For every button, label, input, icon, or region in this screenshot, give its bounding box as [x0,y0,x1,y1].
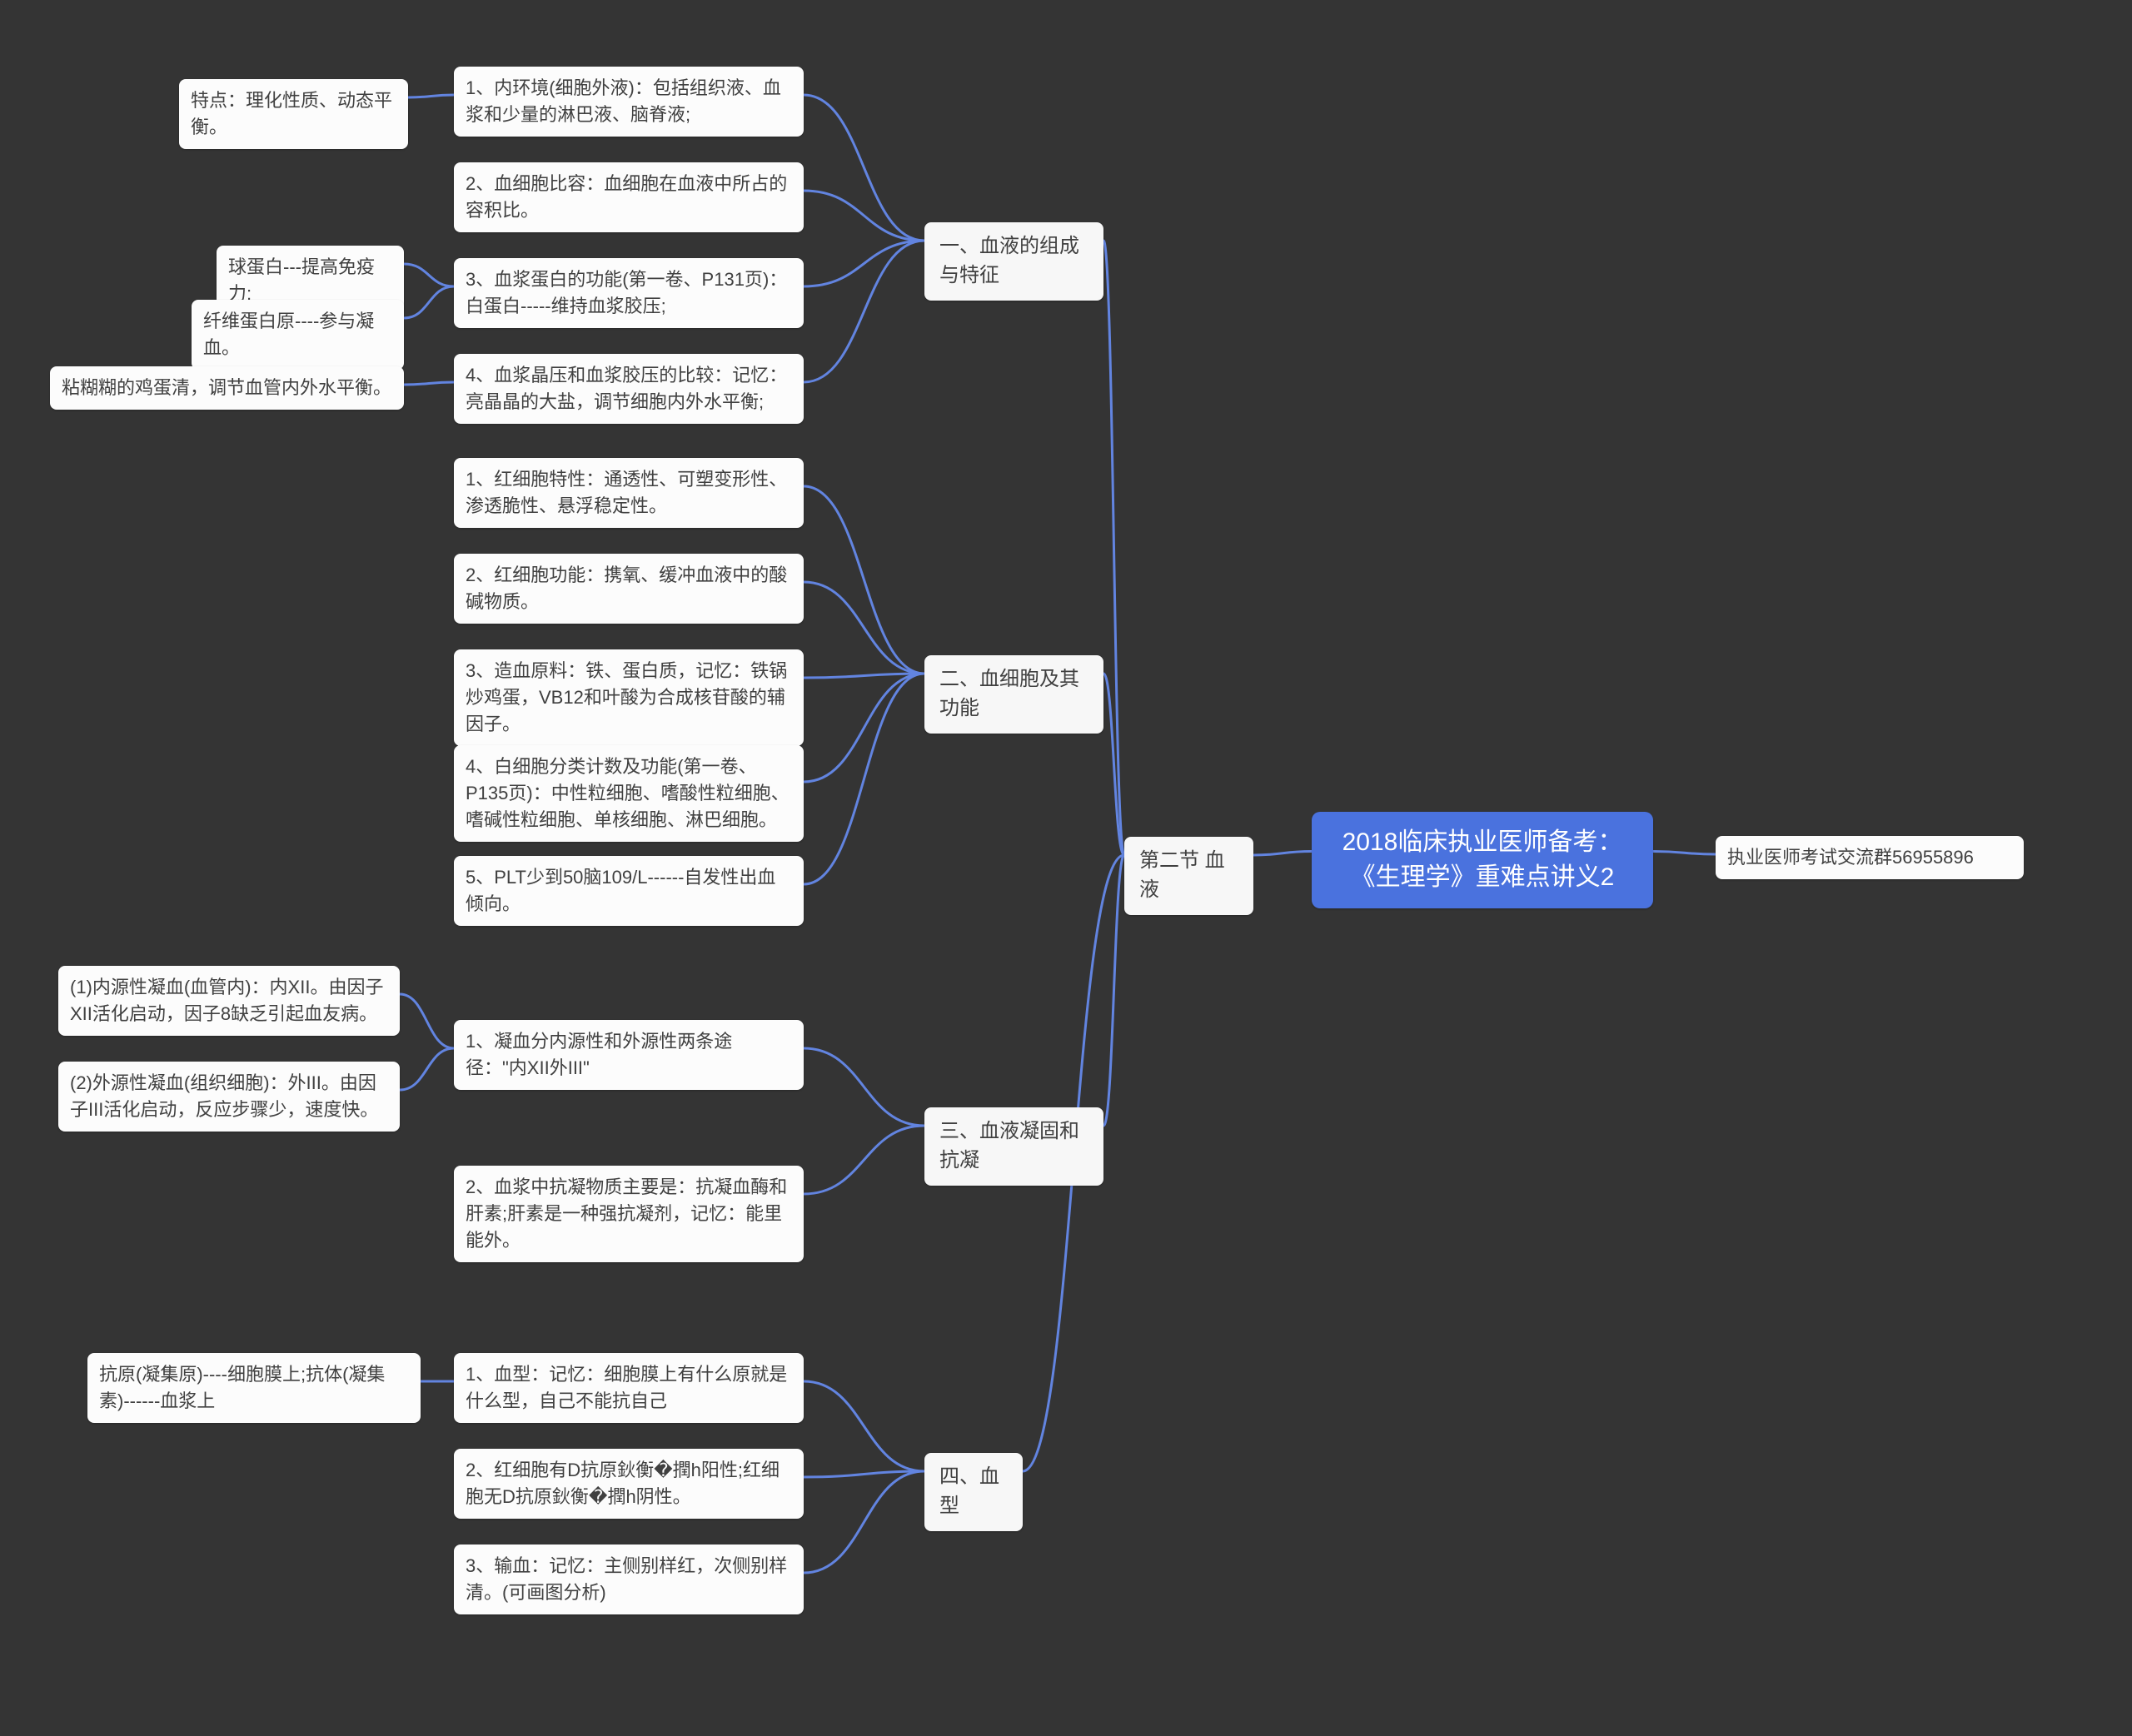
node-label: 5、PLT少到50脑109/L------自发性出血倾向。 [466,867,775,914]
connector [804,674,924,884]
node-g1_3b[interactable]: 纤维蛋白原----参与凝血。 [192,300,404,370]
node-g2[interactable]: 二、血细胞及其功能 [924,655,1103,734]
node-label: 3、血浆蛋白的功能(第一卷、P131页)：白蛋白-----维持血浆胶压; [466,269,787,316]
connector [1103,674,1124,855]
node-label: 粘糊糊的鸡蛋清，调节血管内外水平衡。 [62,377,391,398]
node-root[interactable]: 2018临床执业医师备考：《生理学》重难点讲义2 [1312,812,1653,908]
node-label: 2、血细胞比容：血细胞在血液中所占的容积比。 [466,173,787,221]
node-label: 1、红细胞特性：通透性、可塑变形性、渗透脆性、悬浮稳定性。 [466,469,787,516]
node-g1_3[interactable]: 3、血浆蛋白的功能(第一卷、P131页)：白蛋白-----维持血浆胶压; [454,258,804,328]
node-g4_2[interactable]: 2、红细胞有D抗原鈥衡�撋h阳性;红细胞无D抗原鈥衡�撋h阴性。 [454,1449,804,1519]
connector [804,241,924,286]
node-g1[interactable]: 一、血液的组成与特征 [924,222,1103,301]
node-label: 3、输血：记忆：主侧别样红，次侧别样清。(可画图分析) [466,1555,787,1603]
connector [404,286,454,318]
node-label: 球蛋白---提高免疫力; [228,256,375,304]
node-label: 3、造血原料：铁、蛋白质，记忆：铁锅炒鸡蛋，VB12和叶酸为合成核苷酸的辅因子。 [466,660,787,734]
connector [1653,852,1716,855]
node-label: (1)内源性凝血(血管内)：内XII。由因子XII活化启动，因子8缺乏引起血友病… [70,977,383,1024]
connector [804,486,924,674]
node-label: 4、白细胞分类计数及功能(第一卷、P135页)：中性粒细胞、嗜酸性粒细胞、嗜碱性… [466,756,790,830]
node-label: 第二节 血液 [1139,849,1225,901]
node-g3_2[interactable]: 2、血浆中抗凝物质主要是：抗凝血酶和肝素;肝素是一种强抗凝剂，记忆：能里能外。 [454,1166,804,1262]
node-label: (2)外源性凝血(组织细胞)：外III。由因子III活化启动，反应步骤少，速度快… [70,1072,378,1120]
node-label: 2018临床执业医师备考：《生理学》重难点讲义2 [1342,828,1623,891]
node-g2_3[interactable]: 3、造血原料：铁、蛋白质，记忆：铁锅炒鸡蛋，VB12和叶酸为合成核苷酸的辅因子。 [454,649,804,746]
node-label: 纤维蛋白原----参与凝血。 [203,311,374,358]
connector [804,241,924,382]
node-label: 1、凝血分内源性和外源性两条途径："内XII外III" [466,1031,732,1078]
node-label: 抗原(凝集原)----细胞膜上;抗体(凝集素)------血浆上 [99,1364,385,1411]
node-g3_1a[interactable]: (1)内源性凝血(血管内)：内XII。由因子XII活化启动，因子8缺乏引起血友病… [58,966,400,1036]
connector [804,674,924,782]
node-label: 1、内环境(细胞外液)：包括组织液、血浆和少量的淋巴液、脑脊液; [466,77,781,125]
node-label: 二、血细胞及其功能 [939,668,1079,719]
node-label: 2、红细胞有D抗原鈥衡�撋h阳性;红细胞无D抗原鈥衡�撋h阴性。 [466,1460,780,1507]
connector [1253,852,1312,856]
node-right1[interactable]: 执业医师考试交流群56955896 [1716,836,2024,879]
connector [804,1381,924,1471]
node-g2_1[interactable]: 1、红细胞特性：通透性、可塑变形性、渗透脆性、悬浮稳定性。 [454,458,804,528]
node-g2_5[interactable]: 5、PLT少到50脑109/L------自发性出血倾向。 [454,856,804,926]
node-sec[interactable]: 第二节 血液 [1124,837,1253,915]
connector [804,1471,924,1573]
node-label: 三、血液凝固和抗凝 [939,1120,1079,1171]
node-g2_2[interactable]: 2、红细胞功能：携氧、缓冲血液中的酸碱物质。 [454,554,804,624]
connector [804,1471,924,1477]
node-label: 特点：理化性质、动态平衡。 [191,90,392,137]
node-g1_1a[interactable]: 特点：理化性质、动态平衡。 [179,79,408,149]
node-g1_2[interactable]: 2、血细胞比容：血细胞在血液中所占的容积比。 [454,162,804,232]
node-label: 四、血型 [939,1465,999,1517]
connector [400,994,454,1048]
node-label: 一、血液的组成与特征 [939,235,1079,286]
node-label: 2、血浆中抗凝物质主要是：抗凝血酶和肝素;肝素是一种强抗凝剂，记忆：能里能外。 [466,1176,787,1251]
node-g1_4a[interactable]: 粘糊糊的鸡蛋清，调节血管内外水平衡。 [50,366,404,410]
mindmap-stage: 2018临床执业医师备考：《生理学》重难点讲义2 执业医师考试交流群5695589… [0,0,2132,1736]
node-label: 1、血型：记忆：细胞膜上有什么原就是什么型，自己不能抗自己 [466,1364,787,1411]
node-g3_1[interactable]: 1、凝血分内源性和外源性两条途径："内XII外III" [454,1020,804,1090]
node-g1_4[interactable]: 4、血浆晶压和血浆胶压的比较：记忆：亮晶晶的大盐，调节细胞内外水平衡; [454,354,804,424]
connector [804,674,924,678]
connector [804,191,924,241]
node-label: 4、血浆晶压和血浆胶压的比较：记忆：亮晶晶的大盐，调节细胞内外水平衡; [466,365,787,412]
connector [804,1126,924,1194]
connector [1103,855,1124,1126]
node-g4_1[interactable]: 1、血型：记忆：细胞膜上有什么原就是什么型，自己不能抗自己 [454,1353,804,1423]
node-g4[interactable]: 四、血型 [924,1453,1023,1531]
connector [404,382,454,385]
connector [804,95,924,241]
connector [404,264,454,286]
node-g2_4[interactable]: 4、白细胞分类计数及功能(第一卷、P135页)：中性粒细胞、嗜酸性粒细胞、嗜碱性… [454,745,804,842]
connector [804,1048,924,1126]
connector [400,1048,454,1090]
node-g4_3[interactable]: 3、输血：记忆：主侧别样红，次侧别样清。(可画图分析) [454,1544,804,1614]
connector [408,95,454,97]
node-g3[interactable]: 三、血液凝固和抗凝 [924,1107,1103,1186]
node-g1_1[interactable]: 1、内环境(细胞外液)：包括组织液、血浆和少量的淋巴液、脑脊液; [454,67,804,137]
node-g3_1b[interactable]: (2)外源性凝血(组织细胞)：外III。由因子III活化启动，反应步骤少，速度快… [58,1062,400,1132]
connector [1103,241,1124,855]
node-label: 2、红细胞功能：携氧、缓冲血液中的酸碱物质。 [466,565,787,612]
connector [804,582,924,674]
node-g4_1a[interactable]: 抗原(凝集原)----细胞膜上;抗体(凝集素)------血浆上 [87,1353,421,1423]
node-label: 执业医师考试交流群56955896 [1727,847,1974,868]
